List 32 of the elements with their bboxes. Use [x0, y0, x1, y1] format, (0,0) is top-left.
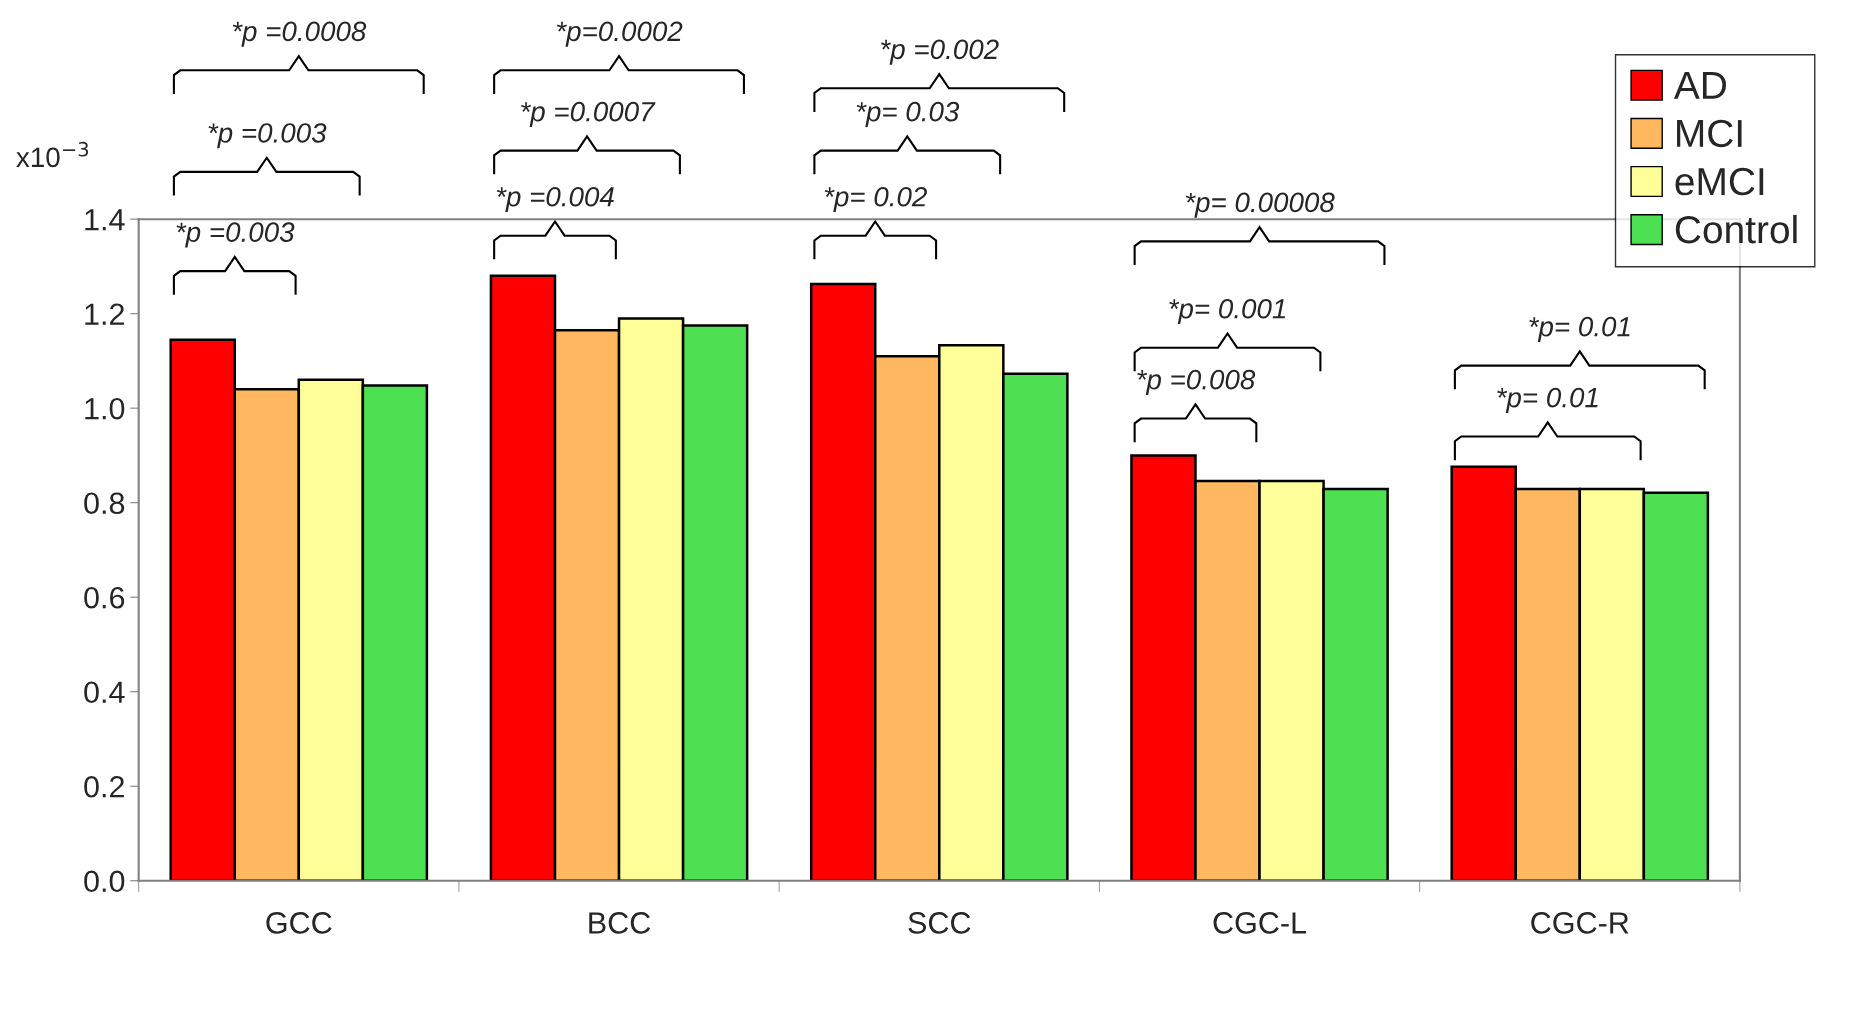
annotation: *p =0.008	[1137, 369, 1256, 395]
annotation: *p= 0.001	[1169, 298, 1286, 325]
y-tick-label: 0.8	[84, 492, 125, 515]
y-tick-label: 1.0	[85, 397, 125, 420]
y-tick-label: 0.2	[84, 775, 124, 798]
x-tick-label: GCC	[266, 912, 332, 934]
x-tick-label: BCC	[589, 912, 651, 934]
y-tick-label: 0.0	[84, 870, 125, 893]
legend-label: MCI	[1677, 119, 1742, 148]
text: *p= 0.02	[824, 186, 927, 213]
text: *p =0.0008	[232, 21, 367, 47]
legend-label: AD	[1673, 71, 1727, 99]
y-axis-title: x10$^{−3}$	[16, 141, 89, 168]
x-tick-label: SCC	[908, 912, 971, 934]
y-tick-label: 1.2	[85, 303, 124, 325]
y-tick-label: 0.6	[84, 586, 125, 609]
text: *p =0.004	[496, 186, 614, 213]
y-tick-label: 0.4	[84, 681, 125, 704]
legend-label: Control	[1675, 214, 1797, 244]
text: *p =0.003	[208, 123, 327, 149]
text: *p =0.0007	[521, 101, 656, 128]
y-tick-label: 1.4	[85, 209, 125, 231]
annotation: *p= 0.01	[1497, 387, 1598, 413]
text: *p =0.002	[881, 39, 999, 65]
text: *p=0.0002	[556, 21, 683, 47]
legend-label: eMCI	[1675, 167, 1764, 196]
text: *p= 0.03	[856, 101, 960, 128]
annotation: *p= 0.01	[1529, 316, 1630, 343]
annotation: *p =0.003	[176, 222, 295, 248]
x-tick-label: CGC-R	[1531, 912, 1629, 934]
x-tick-label: CGC-L	[1213, 912, 1307, 934]
text: *p= 0.00008	[1185, 192, 1335, 218]
